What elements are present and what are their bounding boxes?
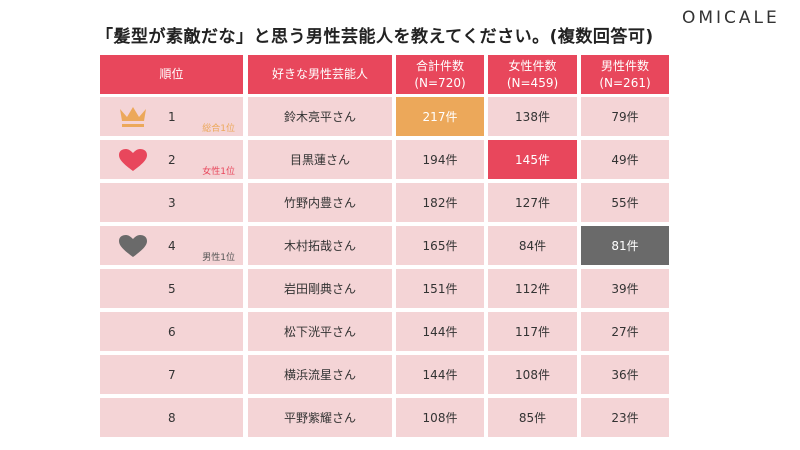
male-count: 36件 xyxy=(581,355,669,394)
female-count: 117件 xyxy=(488,312,577,351)
total-count: 182件 xyxy=(396,183,484,222)
rank-number: 2 xyxy=(168,152,176,167)
female-count: 112件 xyxy=(488,269,577,308)
female-count: 145件 xyxy=(488,140,577,179)
rank-cell: 8 xyxy=(100,398,243,437)
celebrity-name: 竹野内豊さん xyxy=(248,183,392,222)
female-count: 138件 xyxy=(488,97,577,136)
page-title: 「髪型が素敵だな」と思う男性芸能人を教えてください。(複数回答可) xyxy=(96,27,654,47)
male-count: 81件 xyxy=(581,226,669,265)
celebrity-name: 目黒蓮さん xyxy=(248,140,392,179)
rank-number: 5 xyxy=(168,281,176,296)
total-count: 151件 xyxy=(396,269,484,308)
rank-cell: 2 女性1位 xyxy=(100,140,243,179)
rank-number: 7 xyxy=(168,367,176,382)
male-count: 55件 xyxy=(581,183,669,222)
header-cell: 合計件数 (N=720) xyxy=(396,55,484,94)
header-cell: 順位 xyxy=(100,55,243,94)
total-count: 144件 xyxy=(396,355,484,394)
celebrity-name: 横浜流星さん xyxy=(248,355,392,394)
rank-cell: 7 xyxy=(100,355,243,394)
rank-badge: 男性1位 xyxy=(202,253,235,263)
male-count: 49件 xyxy=(581,140,669,179)
rank-badge: 女性1位 xyxy=(202,167,235,177)
crown-icon xyxy=(118,105,148,129)
rank-number: 1 xyxy=(168,109,176,124)
rank-badge: 総合1位 xyxy=(202,124,235,134)
rank-number: 3 xyxy=(168,195,176,210)
total-count: 194件 xyxy=(396,140,484,179)
header-cell: 好きな男性芸能人 xyxy=(248,55,392,94)
total-count: 108件 xyxy=(396,398,484,437)
rank-cell: 1 総合1位 xyxy=(100,97,243,136)
rank-number: 4 xyxy=(168,238,176,253)
female-count: 84件 xyxy=(488,226,577,265)
total-count: 217件 xyxy=(396,97,484,136)
male-count: 27件 xyxy=(581,312,669,351)
rank-cell: 4 男性1位 xyxy=(100,226,243,265)
total-count: 144件 xyxy=(396,312,484,351)
header-cell: 女性件数 (N=459) xyxy=(488,55,577,94)
celebrity-name: 鈴木亮平さん xyxy=(248,97,392,136)
heart-icon xyxy=(118,234,148,258)
male-count: 39件 xyxy=(581,269,669,308)
female-count: 85件 xyxy=(488,398,577,437)
celebrity-name: 岩田剛典さん xyxy=(248,269,392,308)
heart-icon xyxy=(118,148,148,172)
celebrity-name: 松下洸平さん xyxy=(248,312,392,351)
rank-cell: 6 xyxy=(100,312,243,351)
rank-number: 6 xyxy=(168,324,176,339)
celebrity-name: 平野紫耀さん xyxy=(248,398,392,437)
header-cell: 男性件数 (N=261) xyxy=(581,55,669,94)
female-count: 108件 xyxy=(488,355,577,394)
male-count: 23件 xyxy=(581,398,669,437)
female-count: 127件 xyxy=(488,183,577,222)
rank-number: 8 xyxy=(168,410,176,425)
rank-cell: 3 xyxy=(100,183,243,222)
male-count: 79件 xyxy=(581,97,669,136)
omicale-logo: OMICALE xyxy=(682,8,780,28)
celebrity-name: 木村拓哉さん xyxy=(248,226,392,265)
total-count: 165件 xyxy=(396,226,484,265)
rank-cell: 5 xyxy=(100,269,243,308)
